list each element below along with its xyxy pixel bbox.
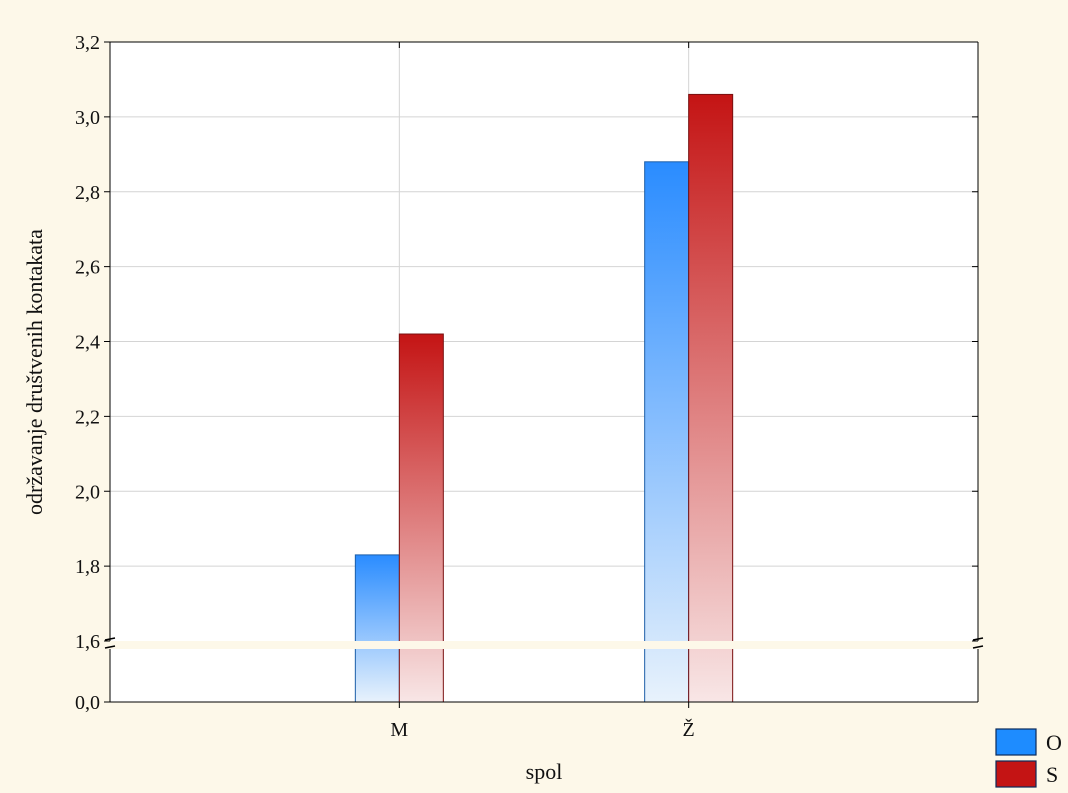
- bar-S-1: [688, 93, 734, 703]
- legend-label-S: S: [1046, 762, 1058, 787]
- y-tick-label: 2,8: [75, 182, 100, 204]
- axis-break-mark: [972, 637, 984, 641]
- legend-swatch-S: [995, 760, 1037, 788]
- y-tick-label: 2,2: [75, 406, 100, 428]
- y-tick-label: 3,0: [75, 107, 100, 129]
- bars: [354, 93, 734, 703]
- plot-area: [110, 42, 978, 702]
- x-tick-label: M: [390, 719, 408, 741]
- y-tick-label: 3,2: [75, 32, 100, 54]
- axis-break-band: [104, 641, 984, 649]
- y-tick-label: 2,4: [75, 332, 100, 354]
- legend: OS: [995, 728, 1062, 788]
- bar-O-1: [644, 161, 690, 703]
- axis-break-mark: [104, 637, 116, 641]
- legend-swatch-O: [995, 728, 1037, 756]
- y-axis-title: održavanje društvenih kontakata: [22, 229, 47, 515]
- tick-labels: 1,6 1,8 2,0 2,2 2,4 2,6 2,8 3,0 3,2 0,0 M Ž: [75, 32, 695, 741]
- y-tick-label: 2,0: [75, 481, 100, 503]
- y-tick-label: 1,8: [75, 556, 100, 578]
- y-tick-label: 1,6: [75, 631, 100, 653]
- x-axis-title: spol: [526, 759, 563, 784]
- x-tick-label: Ž: [683, 718, 695, 741]
- y-tick-label: 0,0: [75, 692, 100, 714]
- ticks: [104, 41, 978, 708]
- y-tick-label: 2,6: [75, 257, 100, 279]
- bar-O-0: [354, 554, 400, 703]
- axis-break-mark: [104, 645, 116, 649]
- legend-label-O: O: [1046, 730, 1062, 755]
- axis-break-mark: [972, 645, 984, 649]
